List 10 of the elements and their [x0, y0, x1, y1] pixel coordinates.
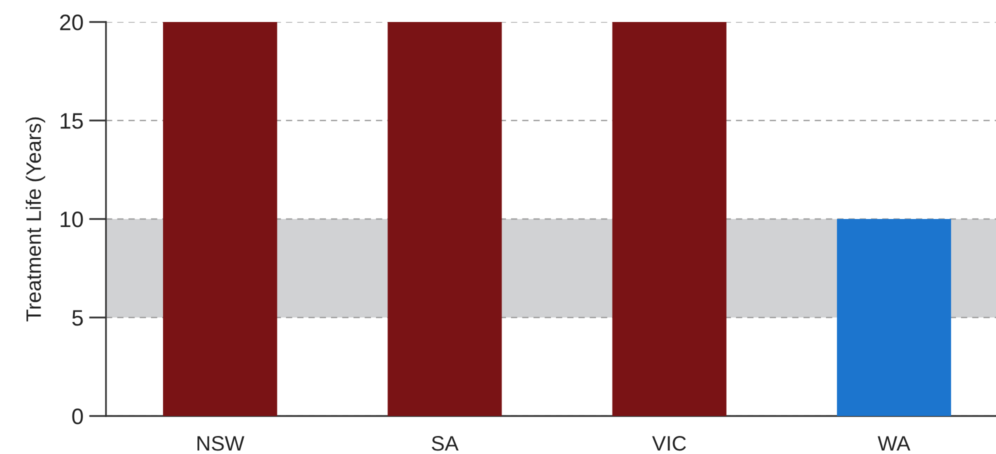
- y-tick-label: 0: [72, 408, 83, 424]
- y-tick-label: 15: [60, 113, 83, 129]
- x-tick-label: NSW: [197, 436, 244, 451]
- x-tick-label: VIC: [652, 436, 686, 451]
- y-axis-title: Treatment Life (Years): [26, 117, 46, 322]
- x-tick-label: WA: [878, 436, 910, 451]
- y-tick-label: 5: [72, 310, 83, 326]
- y-tick-label: 20: [60, 14, 83, 30]
- y-tick-label: 10: [60, 212, 83, 228]
- x-tick-label: SA: [432, 436, 459, 451]
